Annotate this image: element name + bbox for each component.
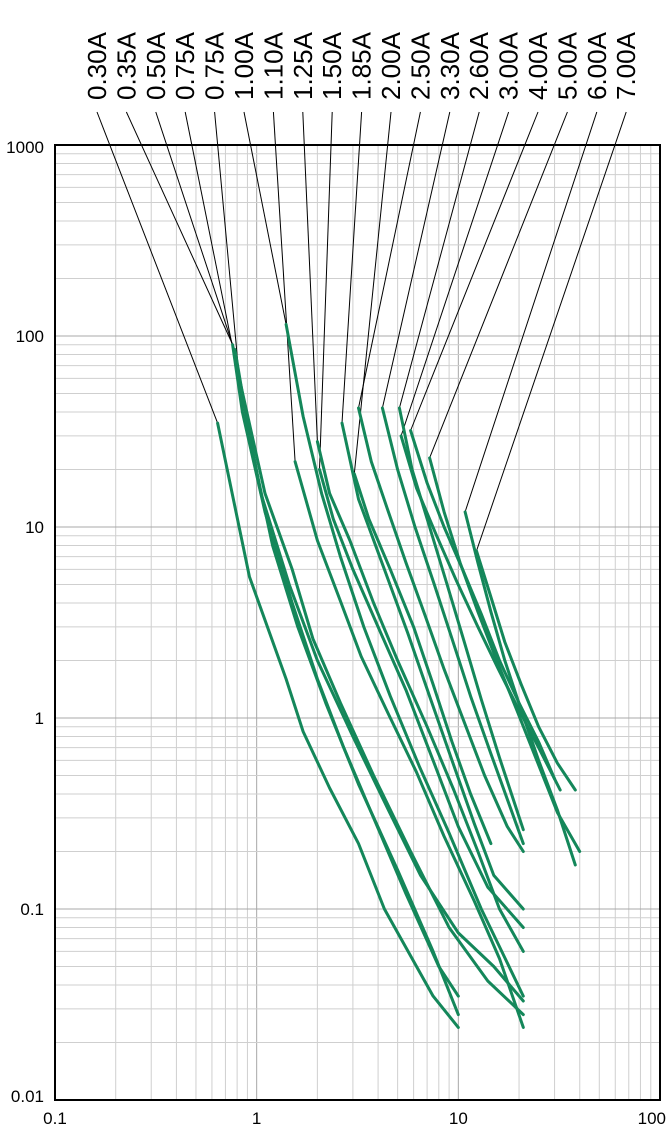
series-label: 2.60A: [464, 31, 494, 100]
series-label: 0.50A: [141, 31, 171, 100]
series-label: 0.75A: [200, 31, 230, 100]
series-label: 7.00A: [611, 31, 641, 100]
y-tick-label: 1000: [6, 138, 44, 157]
leader-line: [303, 112, 318, 442]
x-tick-label: 100: [638, 1109, 666, 1128]
y-tick-label: 100: [16, 327, 44, 346]
series-label: 1.50A: [317, 31, 347, 100]
leader-line: [477, 112, 627, 551]
leader-line: [401, 112, 509, 436]
series-label: 2.50A: [405, 31, 435, 100]
series-label: 2.00A: [376, 31, 406, 100]
series-label: 0.75A: [170, 31, 200, 100]
series-label: 1.25A: [288, 31, 318, 100]
leader-line: [320, 112, 333, 470]
leader-line: [465, 112, 597, 512]
leader-line: [273, 112, 295, 462]
y-tick-label: 0.01: [11, 1087, 44, 1106]
leader-line: [97, 112, 218, 423]
x-tick-labels: 0.1 1 10 100: [43, 1109, 666, 1128]
y-tick-label: 1: [35, 709, 44, 728]
grid: [55, 145, 660, 1100]
series-label: 1.00A: [229, 31, 259, 100]
series-label: 5.00A: [552, 31, 582, 100]
x-tick-label: 10: [449, 1109, 468, 1128]
series-label: 0.30A: [82, 31, 112, 100]
series-label: 1.85A: [347, 31, 377, 100]
x-tick-label: 1: [252, 1109, 261, 1128]
series-label: 6.00A: [582, 31, 612, 100]
leader-line: [342, 112, 362, 423]
series-labels: 0.30A 0.35A 0.50A 0.75A 0.75A 1.00A 1.10A 1.25A…: [82, 31, 641, 100]
series-label: 1.10A: [258, 31, 288, 100]
series-label: 4.00A: [523, 31, 553, 100]
x-tick-label: 0.1: [43, 1109, 67, 1128]
y-tick-labels: 1000 100 10 1 0.1 0.01: [6, 138, 44, 1106]
series-label: 0.35A: [111, 31, 141, 100]
plot-frame: [55, 145, 660, 1100]
series-label: 3.00A: [494, 31, 524, 100]
y-tick-label: 10: [25, 518, 44, 537]
plot-border: [55, 145, 660, 1100]
leader-line: [156, 112, 233, 345]
y-tick-label: 0.1: [20, 900, 44, 919]
series-label: 3.30A: [435, 31, 465, 100]
series-lines: [218, 324, 580, 1027]
